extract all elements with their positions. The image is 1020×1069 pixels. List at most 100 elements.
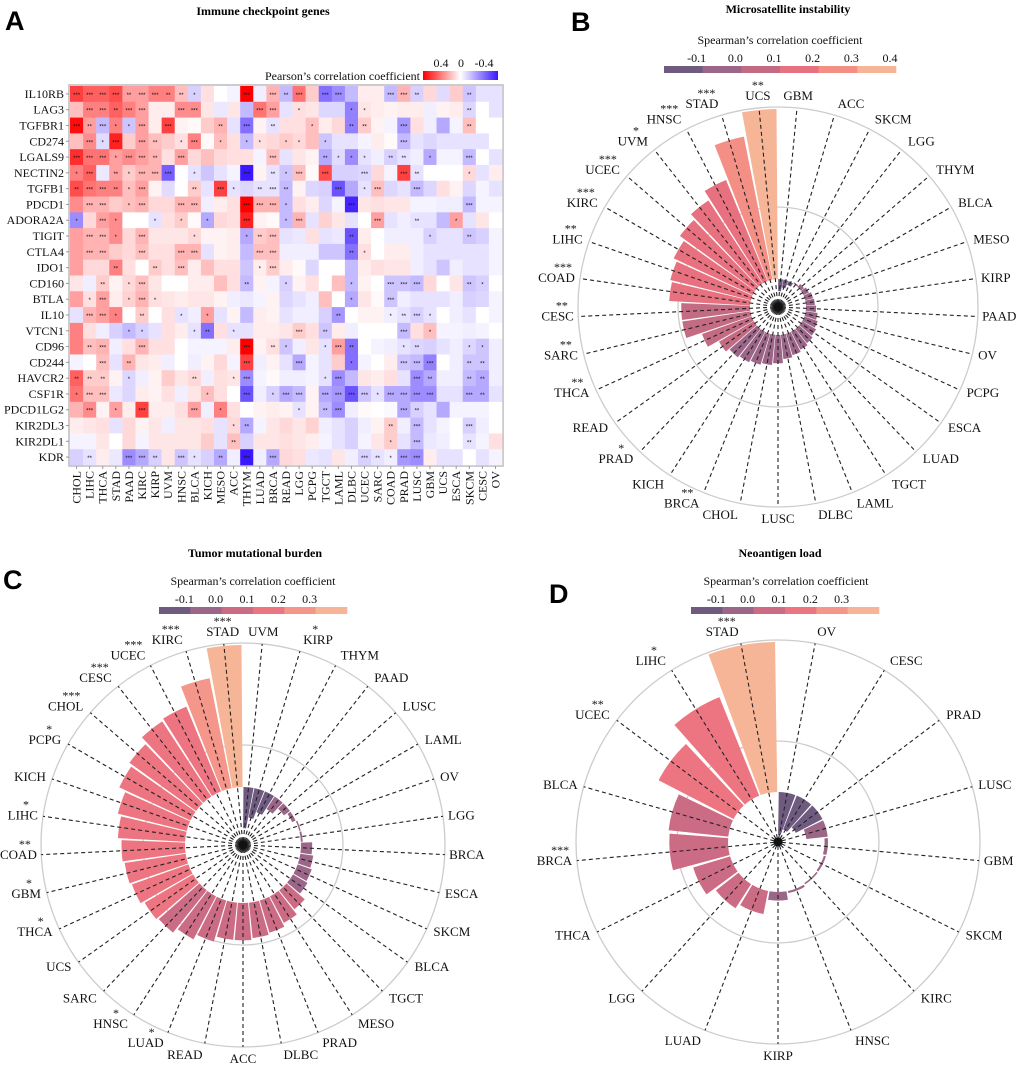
heatmap-cell [305, 401, 320, 418]
significance-stars: *** [256, 109, 264, 115]
significance-stars: *** [335, 346, 343, 352]
significance-stars: * [298, 140, 301, 146]
category-label: PAAD [374, 670, 408, 685]
heatmap-cell [174, 370, 189, 387]
heatmap-cell [161, 354, 176, 371]
radial-bar [803, 820, 828, 839]
significance-stars: * [180, 219, 183, 225]
category-label: LAML [425, 732, 462, 747]
heatmap-cell [161, 433, 176, 450]
heatmap-cell [436, 291, 450, 308]
category-spoke [245, 847, 383, 992]
heatmap-cell [253, 101, 267, 118]
heatmap-cell [187, 259, 202, 276]
column-label: DLBC [344, 471, 358, 503]
heatmap-cell [109, 196, 123, 213]
column-label: HNSC [174, 471, 188, 503]
heatmap-cell [449, 180, 464, 197]
heatmap-cell [70, 196, 84, 213]
radial-bar [714, 136, 773, 281]
heatmap-cell [436, 180, 450, 197]
significance-stars: *** [112, 140, 120, 146]
significance-stars: ** [113, 267, 118, 273]
heatmap-cell [148, 386, 162, 403]
row-label: ADORA2A [7, 213, 65, 227]
significance-stars: *** [374, 219, 382, 225]
heatmap-cell [148, 243, 162, 261]
row-label: HAVCR2 [18, 371, 64, 385]
category-label: LGG [609, 991, 636, 1006]
heatmap-cell [109, 417, 123, 434]
colorbar-segment [284, 607, 316, 614]
heatmap-cell [200, 196, 215, 213]
colorbar-segment [753, 607, 786, 614]
significance-stars: ** [231, 440, 236, 446]
heatmap-cell [358, 117, 372, 134]
heatmap-cell [397, 117, 411, 134]
heatmap-cell [122, 322, 136, 339]
heatmap-cell [96, 164, 110, 182]
heatmap-cell [371, 228, 385, 245]
heatmap-cell [109, 243, 123, 261]
heatmap-cell [279, 196, 293, 213]
significance-stars: * [23, 798, 29, 812]
heatmap-cell [331, 386, 346, 403]
heatmap-cell [200, 149, 215, 166]
heatmap-cell [227, 322, 241, 339]
column-label: LAML [331, 471, 345, 505]
heatmap-cell [70, 433, 84, 450]
significance-stars: *** [91, 660, 109, 674]
significance-stars: ** [467, 93, 472, 99]
significance-stars: * [285, 140, 288, 146]
category-label: STAD [206, 624, 239, 639]
heatmap-cell [214, 417, 228, 434]
heatmap-cell [475, 291, 490, 308]
significance-stars: *** [99, 235, 107, 241]
heatmap-cell [214, 354, 228, 371]
heatmap-cell [423, 449, 437, 466]
column-label: CHOL [70, 471, 84, 504]
significance-stars: ** [100, 377, 105, 383]
radial-bar [206, 645, 243, 788]
heatmap-cell [227, 354, 241, 371]
heatmap-cell [410, 180, 424, 197]
heatmap-cell [96, 370, 110, 387]
category-spoke [244, 848, 353, 1016]
category-label: PCPG [29, 732, 62, 747]
significance-stars: ** [571, 375, 583, 389]
heatmap-cell [384, 133, 398, 150]
heatmap-cell [358, 196, 372, 213]
significance-stars: *** [124, 638, 142, 652]
significance-stars: * [149, 1025, 155, 1039]
heatmap-cell [266, 228, 280, 245]
heatmap-cell [174, 433, 189, 450]
heatmap-cell [305, 101, 320, 118]
heatmap-cell [292, 86, 306, 103]
heatmap-cell [488, 196, 503, 213]
significance-stars: * [350, 109, 353, 115]
category-spoke [740, 643, 778, 839]
heatmap-cell [161, 322, 176, 339]
heatmap-cell [70, 243, 84, 261]
colorbar-tick: 0.3 [834, 592, 849, 606]
heatmap-cell [70, 401, 84, 418]
colorbar-tick: 0.1 [240, 592, 255, 606]
radial-bar [787, 884, 805, 894]
heatmap-cell [371, 338, 385, 355]
heatmap-cell [135, 338, 149, 355]
colorbar-segment [816, 607, 848, 614]
heatmap-cell [122, 196, 136, 213]
heatmap-cell [279, 149, 293, 166]
heatmap-cell [227, 401, 241, 418]
significance-stars: *** [413, 361, 421, 367]
heatmap-cell [292, 133, 306, 150]
heatmap-cell [187, 275, 202, 292]
heatmap-cell [318, 401, 333, 418]
category-spoke [576, 841, 775, 862]
heatmap-cell [83, 370, 97, 387]
radial-bar [668, 794, 733, 837]
heatmap-cell [83, 322, 97, 339]
category-spoke [780, 309, 917, 453]
heatmap-cell [344, 291, 359, 308]
